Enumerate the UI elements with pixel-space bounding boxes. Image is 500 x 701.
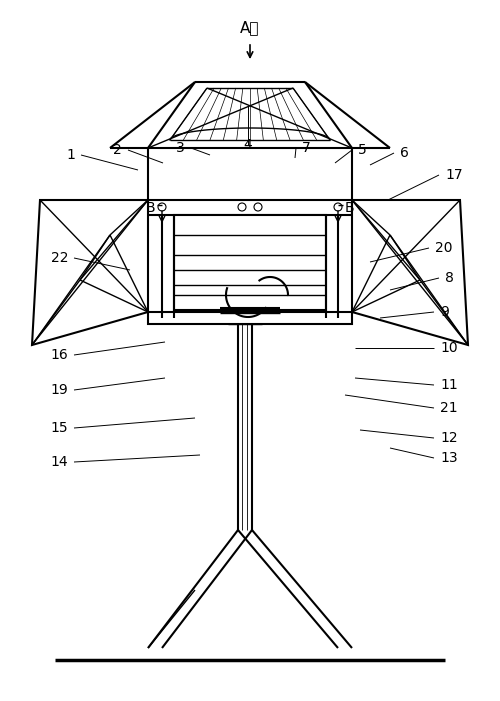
Polygon shape — [32, 200, 148, 345]
Text: 4: 4 — [244, 138, 252, 152]
Text: 20: 20 — [435, 241, 452, 255]
Text: 16: 16 — [50, 348, 68, 362]
Text: 12: 12 — [440, 431, 458, 445]
Text: 11: 11 — [440, 378, 458, 392]
Polygon shape — [352, 200, 468, 345]
Polygon shape — [148, 312, 352, 324]
Polygon shape — [174, 215, 326, 310]
Text: 14: 14 — [50, 455, 68, 469]
Text: 6: 6 — [400, 146, 409, 160]
Text: 1: 1 — [66, 148, 75, 162]
Text: 3: 3 — [176, 141, 185, 155]
Text: 9: 9 — [440, 305, 449, 319]
Text: 2: 2 — [113, 143, 122, 157]
Text: A向: A向 — [240, 20, 260, 36]
Text: 15: 15 — [50, 421, 68, 435]
Text: 19: 19 — [50, 383, 68, 397]
Text: 22: 22 — [50, 251, 68, 265]
Text: B: B — [146, 201, 155, 215]
Text: B: B — [345, 201, 354, 215]
Text: 21: 21 — [440, 401, 458, 415]
Text: 7: 7 — [302, 141, 311, 155]
Text: 5: 5 — [358, 143, 367, 157]
Text: 10: 10 — [440, 341, 458, 355]
Text: 17: 17 — [445, 168, 462, 182]
Text: 8: 8 — [445, 271, 454, 285]
Text: 13: 13 — [440, 451, 458, 465]
Polygon shape — [148, 200, 352, 215]
